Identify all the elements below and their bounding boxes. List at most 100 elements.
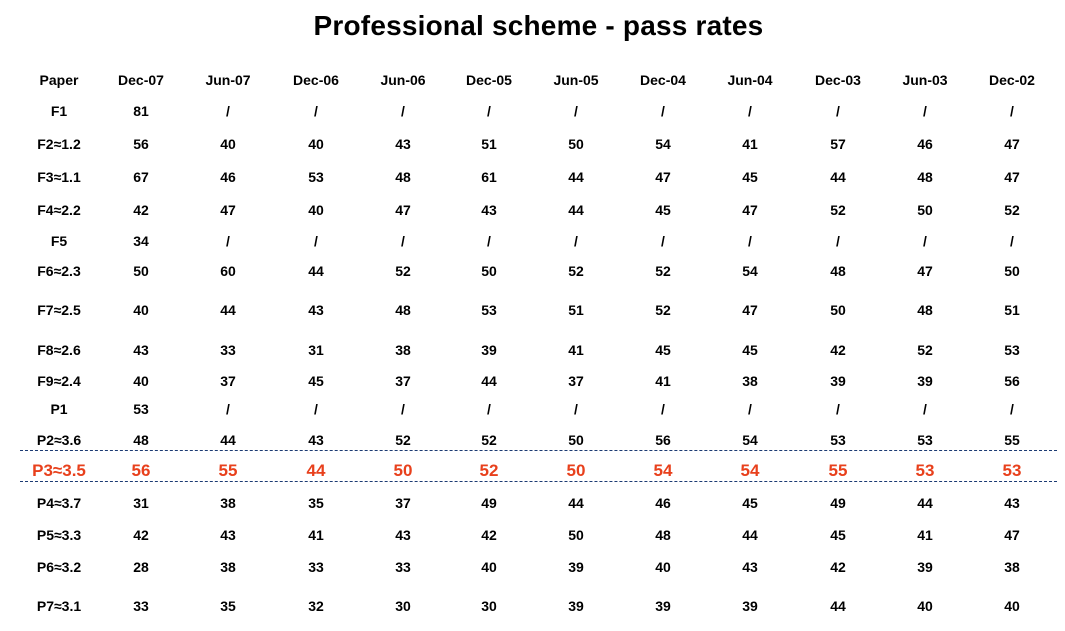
pass-rate-cell: 49 <box>830 495 846 511</box>
pass-rate-cell: / <box>661 233 665 249</box>
pass-rate-cell: 42 <box>481 527 497 543</box>
pass-rate-cell: / <box>401 103 405 119</box>
pass-rate-cell: 50 <box>1004 263 1020 279</box>
pass-rate-cell: 44 <box>917 495 933 511</box>
pass-rate-cell: 33 <box>133 598 149 614</box>
paper-label: F7≈2.5 <box>37 302 81 318</box>
pass-rate-cell: / <box>574 401 578 417</box>
pass-rate-cell: 49 <box>481 495 497 511</box>
pass-rate-cell: / <box>1010 103 1014 119</box>
pass-rate-cell: 40 <box>220 136 236 152</box>
pass-rate-cell: 40 <box>481 559 497 575</box>
pass-rate-cell: 47 <box>742 302 758 318</box>
pass-rate-cell: 46 <box>655 495 671 511</box>
pass-rate-cell: 44 <box>306 461 326 480</box>
paper-label: F4≈2.2 <box>37 202 81 218</box>
pass-rate-cell: 43 <box>1004 495 1020 511</box>
pass-rate-cell: / <box>661 401 665 417</box>
pass-rate-cell: / <box>836 103 840 119</box>
pass-rate-cell: / <box>401 401 405 417</box>
pass-rate-cell: 50 <box>568 136 584 152</box>
pass-rate-cell: 55 <box>218 461 238 480</box>
pass-rate-cell: 44 <box>220 432 236 448</box>
pass-rate-cell: 47 <box>1004 527 1020 543</box>
paper-label: F5 <box>50 233 68 249</box>
header-session: Dec-03 <box>815 72 861 88</box>
pass-rate-cell: 45 <box>742 169 758 185</box>
paper-label: P1 <box>50 401 68 417</box>
pass-rate-cell: 37 <box>568 373 584 389</box>
pass-rate-cell: 52 <box>830 202 846 218</box>
pass-rate-cell: / <box>748 233 752 249</box>
pass-rate-cell: 54 <box>653 461 673 480</box>
pass-rate-cell: 50 <box>566 461 586 480</box>
pass-rate-cell: 54 <box>742 263 758 279</box>
pass-rate-cell: / <box>1010 233 1014 249</box>
pass-rate-cell: / <box>401 233 405 249</box>
pass-rate-cell: / <box>574 233 578 249</box>
header-session: Jun-04 <box>727 72 773 88</box>
pass-rate-cell: 51 <box>1004 302 1020 318</box>
pass-rate-cell: 31 <box>308 342 324 358</box>
paper-label: P2≈3.6 <box>36 432 82 448</box>
pass-rate-cell: 40 <box>917 598 933 614</box>
pass-rate-cell: / <box>574 103 578 119</box>
pass-rate-cell: 35 <box>220 598 236 614</box>
pass-rate-cell: 42 <box>830 342 846 358</box>
pass-rate-cell: 52 <box>481 432 497 448</box>
header-paper: Paper <box>39 72 79 88</box>
paper-label: F1 <box>50 103 68 119</box>
pass-rate-cell: 48 <box>917 169 933 185</box>
pass-rate-cell: 43 <box>481 202 497 218</box>
pass-rate-cell: / <box>226 233 230 249</box>
pass-rate-cell: 55 <box>828 461 848 480</box>
pass-rate-cell: 54 <box>655 136 671 152</box>
pass-rate-cell: / <box>487 401 491 417</box>
pass-rate-cell: / <box>226 103 230 119</box>
paper-label: F9≈2.4 <box>37 373 81 389</box>
pass-rate-cell: 41 <box>742 136 758 152</box>
pass-rate-cell: 41 <box>655 373 671 389</box>
paper-label: F3≈1.1 <box>37 169 81 185</box>
pass-rate-cell: 52 <box>568 263 584 279</box>
pass-rate-cell: 38 <box>220 559 236 575</box>
pass-rate-cell: 43 <box>395 136 411 152</box>
pass-rate-cell: / <box>1010 401 1014 417</box>
pass-rate-cell: 33 <box>308 559 324 575</box>
pass-rate-cell: 50 <box>568 527 584 543</box>
pass-rate-cell: 45 <box>742 495 758 511</box>
pass-rate-cell: 55 <box>1004 432 1020 448</box>
pass-rate-cell: 45 <box>742 342 758 358</box>
pass-rate-cell: 38 <box>1004 559 1020 575</box>
pass-rate-cell: 43 <box>742 559 758 575</box>
header-session: Jun-05 <box>553 72 599 88</box>
pass-rate-cell: 56 <box>655 432 671 448</box>
pass-rate-cell: / <box>923 401 927 417</box>
pass-rate-cell: 40 <box>308 136 324 152</box>
pass-rate-cell: 45 <box>308 373 324 389</box>
paper-label: P6≈3.2 <box>36 559 82 575</box>
pass-rate-cell: / <box>748 103 752 119</box>
pass-rate-cell: 51 <box>481 136 497 152</box>
pass-rate-cell: 45 <box>655 342 671 358</box>
pass-rate-cell: 52 <box>917 342 933 358</box>
pass-rate-cell: 39 <box>568 598 584 614</box>
pass-rate-cell: 52 <box>395 432 411 448</box>
header-session: Dec-05 <box>466 72 512 88</box>
pass-rate-cell: 47 <box>1004 169 1020 185</box>
pass-rate-cell: / <box>487 233 491 249</box>
page-title: Professional scheme - pass rates <box>313 10 764 41</box>
pass-rate-cell: 57 <box>830 136 846 152</box>
paper-label: P5≈3.3 <box>36 527 82 543</box>
paper-label: P4≈3.7 <box>36 495 82 511</box>
pass-rate-cell: 51 <box>568 302 584 318</box>
pass-rate-cell: 31 <box>133 495 149 511</box>
pass-rate-cell: 48 <box>655 527 671 543</box>
pass-rate-cell: 50 <box>481 263 497 279</box>
pass-rate-cell: 54 <box>740 461 760 480</box>
pass-rate-cell: 53 <box>1004 342 1020 358</box>
pass-rate-cell: 50 <box>917 202 933 218</box>
pass-rate-cell: 52 <box>479 461 499 480</box>
pass-rate-cell: 48 <box>395 302 411 318</box>
pass-rate-cell: 40 <box>1004 598 1020 614</box>
